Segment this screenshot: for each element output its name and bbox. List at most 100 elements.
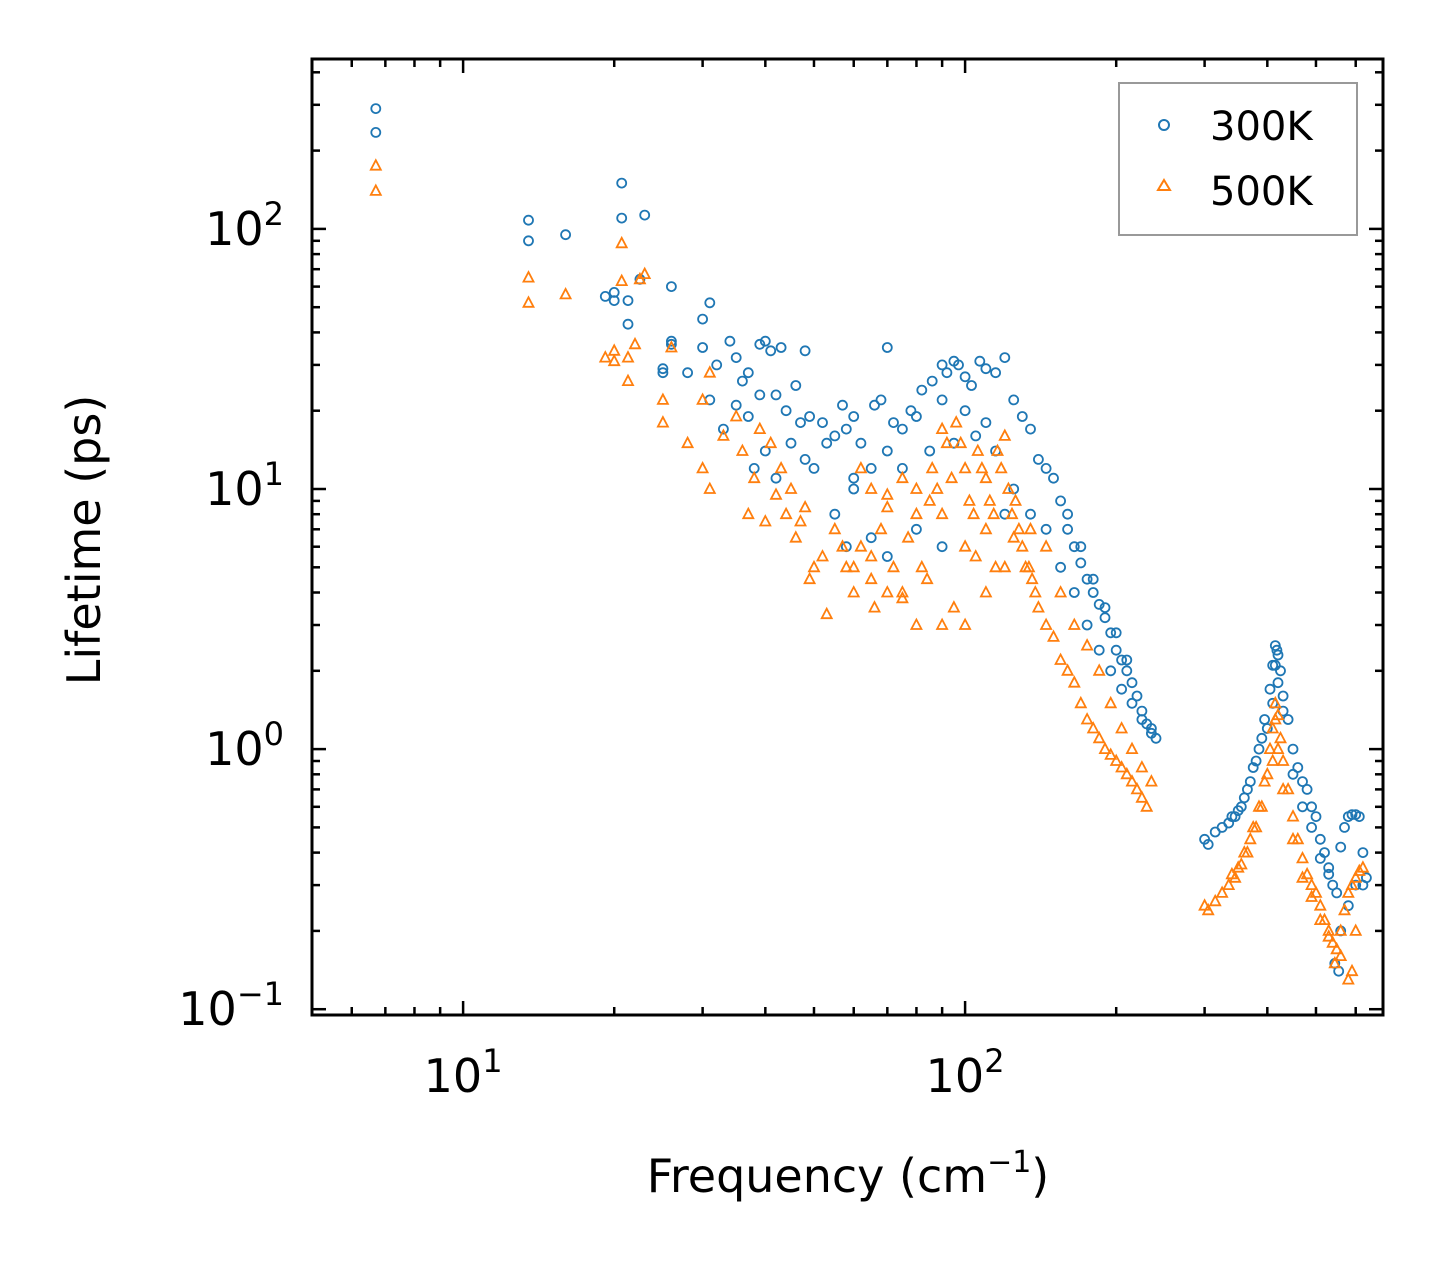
point-300K-26 — [737, 375, 748, 387]
point-500K-110 — [880, 585, 894, 598]
point-300K-86 — [1093, 599, 1105, 610]
point-300K-79 — [1048, 472, 1059, 484]
point-300K-27 — [742, 367, 754, 379]
point-500K-128 — [1067, 617, 1081, 630]
point-500K-92 — [1086, 721, 1100, 734]
y-tick-label-exp: 2 — [264, 195, 284, 233]
point-500K-177 — [1260, 766, 1274, 780]
point-300K-130 — [980, 417, 992, 429]
point-300K-54 — [821, 437, 833, 449]
point-500K-99 — [1125, 774, 1139, 787]
point-300K-60 — [897, 423, 908, 435]
point-500K-100 — [1130, 781, 1144, 795]
point-300K-82 — [1068, 541, 1080, 553]
point-500K-181 — [1249, 819, 1263, 833]
point-300K-141 — [1229, 811, 1241, 822]
point-300K-105 — [848, 472, 860, 484]
point-500K-22 — [703, 481, 717, 494]
point-500K-186 — [1225, 866, 1239, 880]
point-300K-99 — [936, 541, 948, 553]
point-500K-85 — [1039, 617, 1053, 630]
point-300K-72 — [990, 367, 1001, 379]
point-300K-0 — [370, 103, 382, 114]
point-500K-117 — [909, 481, 923, 494]
point-500K-129 — [1080, 638, 1094, 651]
point-500K-11 — [607, 353, 621, 367]
point-300K-88 — [1105, 627, 1117, 639]
point-300K-12 — [622, 295, 634, 307]
point-500K-31 — [769, 487, 783, 500]
point-500K-168 — [1345, 877, 1359, 890]
y-tick-label-exp: 1 — [264, 455, 284, 493]
x-tick-label-exp: 1 — [482, 1042, 502, 1080]
point-300K-137 — [1202, 839, 1214, 850]
point-500K-104 — [979, 585, 993, 598]
point-300K-63 — [926, 375, 938, 387]
point-500K-130 — [1092, 663, 1106, 676]
legend-marker-300k — [1158, 119, 1170, 131]
point-500K-24 — [729, 409, 743, 422]
point-500K-118 — [895, 470, 909, 484]
point-300K-144 — [1247, 762, 1259, 773]
point-300K-123 — [1062, 508, 1073, 520]
point-300K-9 — [599, 290, 611, 302]
point-500K-42 — [828, 521, 842, 535]
point-500K-95 — [1104, 747, 1118, 760]
point-300K-154 — [1287, 743, 1299, 755]
point-500K-75 — [1001, 481, 1015, 494]
point-500K-192 — [1268, 712, 1282, 725]
point-300K-184 — [1256, 732, 1268, 744]
point-300K-56 — [855, 437, 867, 449]
point-300K-65 — [941, 367, 953, 379]
point-500K-23 — [716, 428, 730, 441]
point-300K-18 — [657, 367, 669, 379]
point-500K-90 — [1074, 695, 1088, 709]
point-300K-46 — [837, 399, 848, 411]
point-500K-94 — [1098, 741, 1112, 754]
point-300K-171 — [1357, 847, 1369, 858]
y-tick-label-exp: −1 — [237, 975, 284, 1013]
point-500K-2 — [522, 270, 535, 283]
point-500K-178 — [1271, 741, 1285, 754]
point-300K-121 — [1136, 714, 1148, 725]
point-500K-16 — [656, 392, 670, 405]
point-300K-129 — [959, 405, 971, 417]
point-500K-20 — [703, 365, 717, 378]
point-300K-17 — [657, 363, 669, 375]
legend-marker-500k — [1156, 178, 1172, 191]
points-layer — [369, 103, 1372, 985]
legend-label-500k: 500K — [1210, 169, 1314, 215]
point-500K-45 — [847, 585, 861, 598]
point-300K-156 — [1297, 776, 1308, 787]
point-300K-78 — [1040, 462, 1052, 474]
point-500K-124 — [1007, 530, 1021, 543]
point-500K-113 — [958, 539, 972, 552]
point-300K-134 — [865, 462, 877, 474]
point-500K-175 — [1334, 948, 1348, 961]
point-300K-39 — [770, 389, 782, 401]
point-300K-91 — [1121, 665, 1133, 677]
point-500K-74 — [998, 428, 1012, 441]
point-500K-111 — [864, 571, 878, 585]
point-500K-121 — [854, 460, 868, 474]
point-300K-3 — [523, 235, 534, 247]
x-tick-label: 101 — [424, 1042, 503, 1103]
point-500K-154 — [1286, 809, 1300, 822]
point-500K-101 — [1135, 790, 1149, 803]
point-500K-6 — [615, 273, 629, 286]
series-500K — [369, 158, 1370, 985]
point-500K-26 — [741, 506, 755, 520]
point-500K-51 — [887, 559, 900, 573]
point-300K-190 — [1297, 801, 1308, 813]
point-500K-50 — [880, 499, 894, 513]
point-300K-186 — [1238, 792, 1250, 804]
point-500K-13 — [621, 350, 635, 363]
point-500K-157 — [1300, 866, 1314, 880]
point-500K-8 — [633, 271, 647, 285]
point-300K-59 — [888, 417, 899, 429]
point-500K-48 — [868, 600, 881, 613]
point-300K-16 — [666, 338, 677, 350]
point-500K-29 — [758, 514, 772, 527]
point-500K-120 — [864, 481, 878, 494]
point-500K-140 — [1222, 877, 1236, 890]
